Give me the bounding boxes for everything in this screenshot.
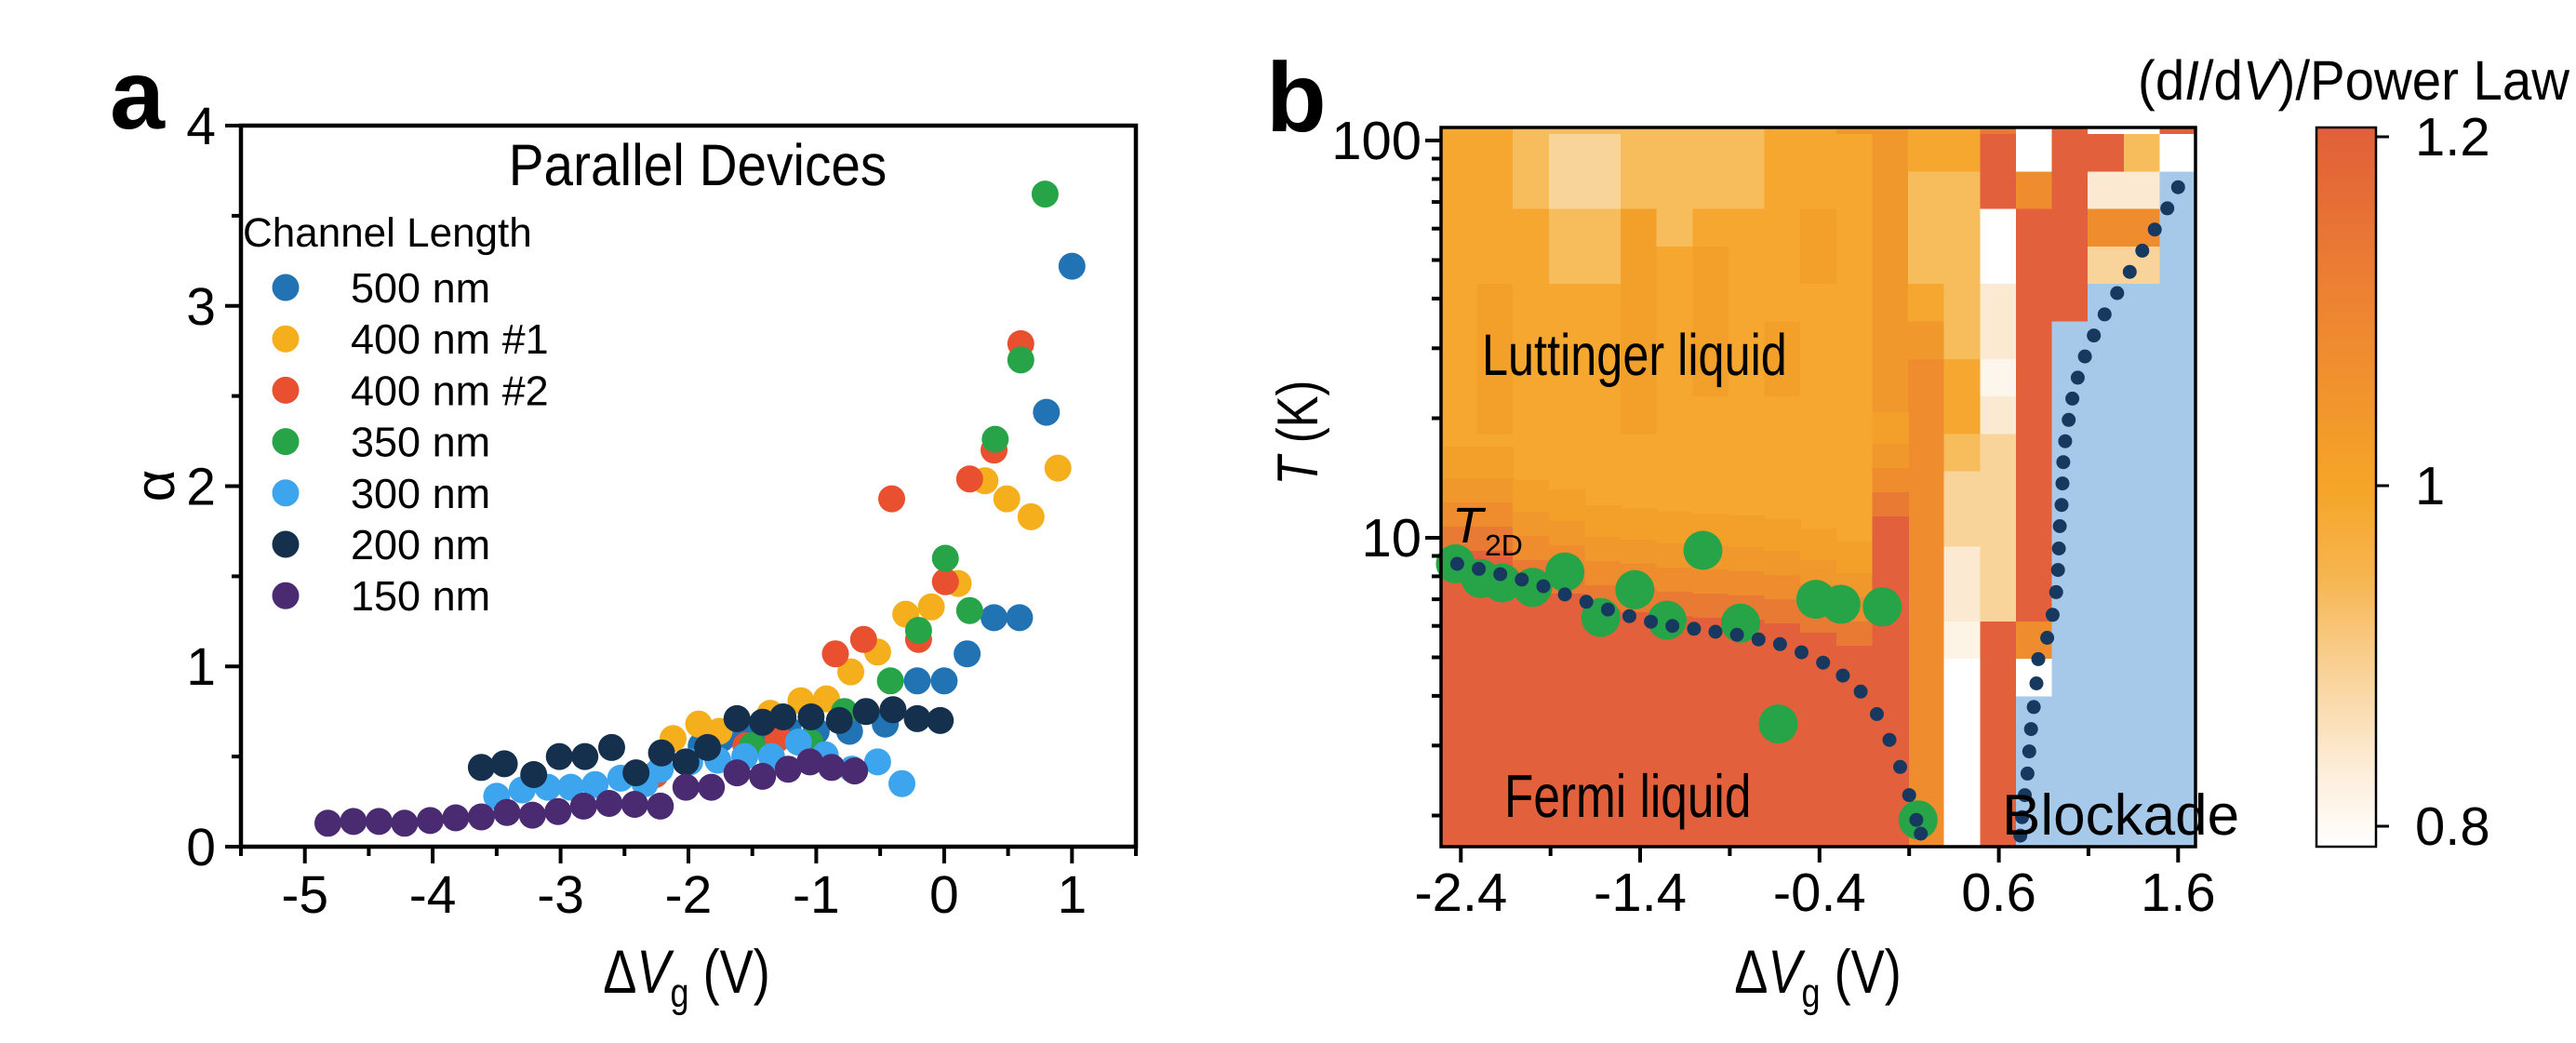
svg-text:400 nm #1: 400 nm #1 <box>351 315 549 363</box>
svg-text:1.6: 1.6 <box>2141 862 2216 923</box>
svg-text:-2: -2 <box>665 865 713 925</box>
svg-text:α: α <box>124 470 186 502</box>
svg-text:2D: 2D <box>1485 528 1523 562</box>
svg-text:0: 0 <box>929 865 959 925</box>
svg-text:1.2: 1.2 <box>2415 107 2490 167</box>
svg-text:-5: -5 <box>281 865 328 925</box>
svg-text:500 nm: 500 nm <box>351 264 490 312</box>
svg-text:4: 4 <box>186 97 216 156</box>
svg-text:(dI/dV)/Power Law: (dI/dV)/Power Law <box>2138 49 2570 112</box>
svg-text:-0.4: -0.4 <box>1773 862 1866 923</box>
svg-text:400 nm #2: 400 nm #2 <box>351 367 549 414</box>
svg-text:Luttinger liquid: Luttinger liquid <box>1482 323 1787 388</box>
svg-text:a: a <box>110 40 166 150</box>
svg-text:100: 100 <box>1331 111 1421 171</box>
svg-text:1: 1 <box>2415 456 2445 516</box>
svg-text:Fermi liquid: Fermi liquid <box>1504 762 1751 830</box>
svg-text:0.6: 0.6 <box>1961 862 2036 923</box>
svg-text:10: 10 <box>1361 508 1421 568</box>
svg-text:-1.4: -1.4 <box>1594 862 1687 923</box>
svg-text:b: b <box>1266 43 1327 153</box>
svg-text:200 nm: 200 nm <box>351 521 490 568</box>
svg-text:Parallel Devices: Parallel Devices <box>509 133 888 198</box>
svg-text:-2.4: -2.4 <box>1414 862 1507 923</box>
svg-text:350 nm: 350 nm <box>351 419 490 466</box>
svg-text:1: 1 <box>1057 865 1087 925</box>
svg-text:-3: -3 <box>537 865 584 925</box>
svg-text:0.8: 0.8 <box>2415 796 2490 857</box>
svg-text:T: T <box>1452 498 1487 554</box>
svg-text:ΔVg (V): ΔVg (V) <box>603 937 770 1016</box>
svg-text:ΔVg (V): ΔVg (V) <box>1734 937 1902 1016</box>
svg-text:Blockade: Blockade <box>2002 783 2239 848</box>
svg-text:T (K): T (K) <box>1266 381 1330 486</box>
svg-text:2: 2 <box>186 458 216 517</box>
svg-text:-1: -1 <box>793 865 840 925</box>
svg-text:150 nm: 150 nm <box>351 572 490 620</box>
svg-text:-4: -4 <box>409 865 457 925</box>
svg-text:3: 3 <box>186 277 216 337</box>
svg-text:300 nm: 300 nm <box>351 470 490 517</box>
svg-text:Channel Length: Channel Length <box>243 210 532 256</box>
svg-text:1: 1 <box>186 637 216 697</box>
svg-text:0: 0 <box>186 818 216 877</box>
